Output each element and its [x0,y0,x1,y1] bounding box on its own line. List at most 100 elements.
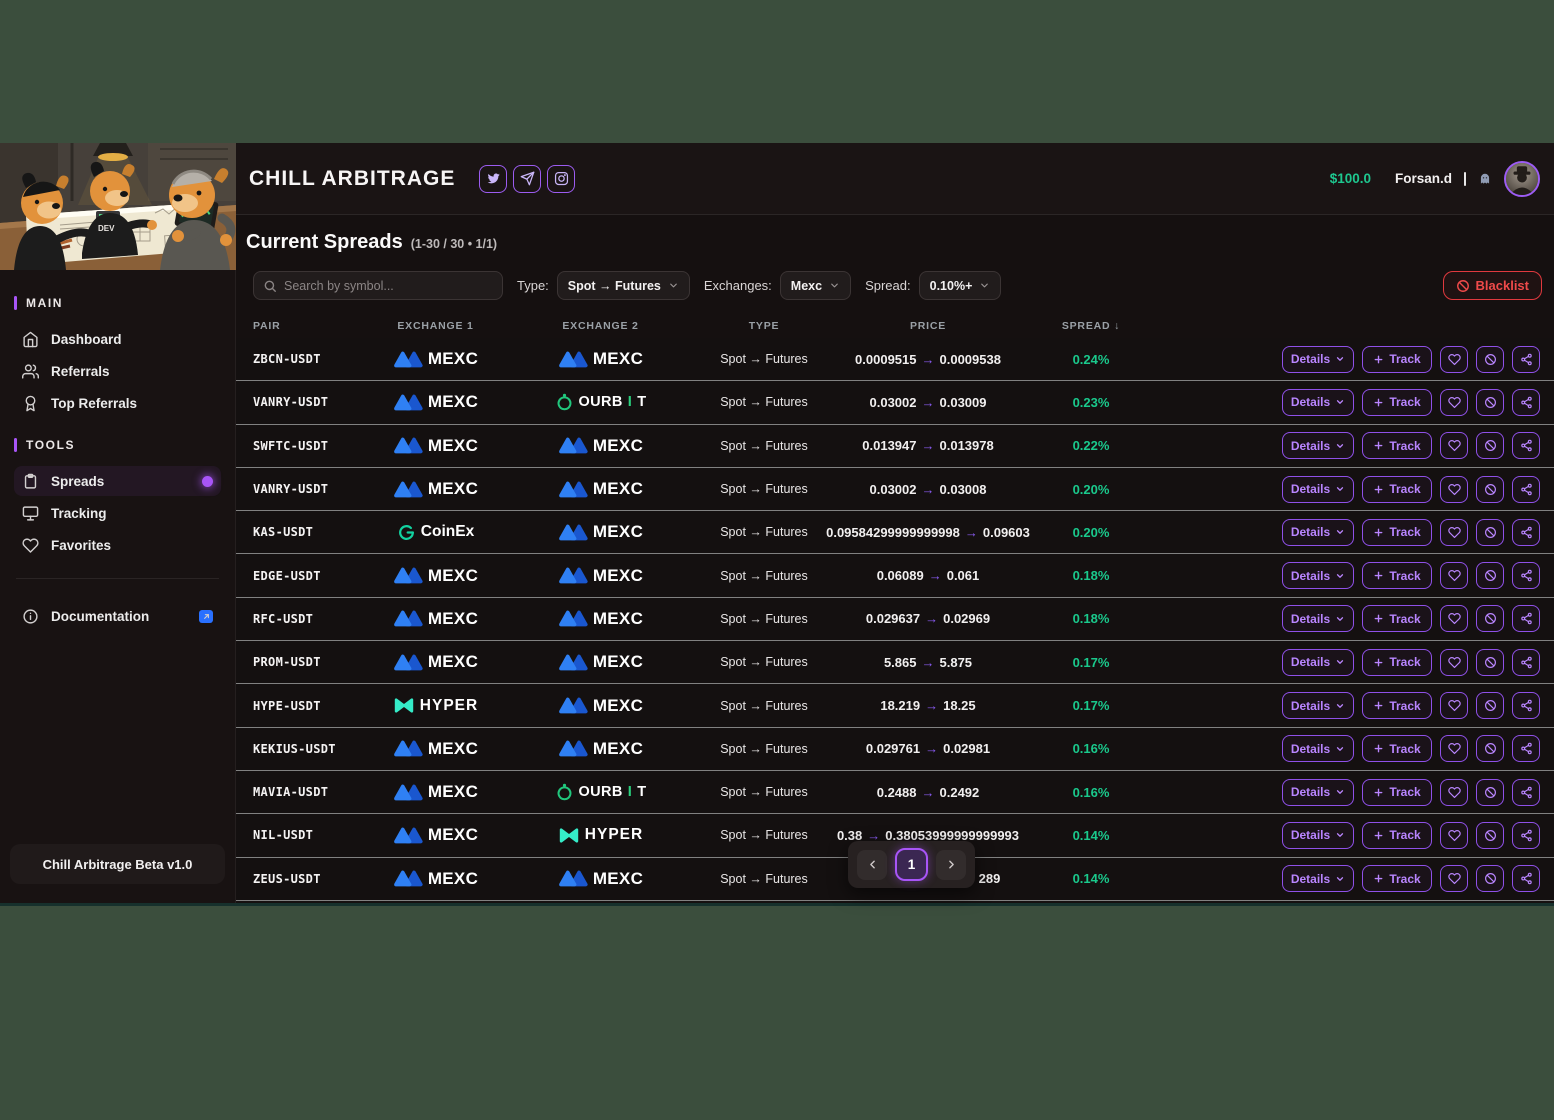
chevron-down-icon [1337,833,1344,838]
details-button[interactable]: Details [1282,605,1354,633]
search-icon [264,280,276,292]
spread-value: 0.24% [1072,351,1110,367]
track-button[interactable]: Track [1362,778,1432,806]
track-button[interactable]: Track [1362,388,1432,416]
next-page-button[interactable] [936,849,966,880]
row-actions: Details Track [1151,735,1554,763]
favorite-button[interactable] [1440,518,1468,546]
share-button[interactable] [1512,345,1540,373]
favorite-button[interactable] [1440,735,1468,763]
share-button[interactable] [1512,388,1540,416]
track-button[interactable]: Track [1362,692,1432,720]
blacklist-row-button[interactable] [1476,388,1504,416]
search-box[interactable] [253,271,503,300]
sidebar-item-referrals[interactable]: Referrals [14,356,221,386]
blacklist-row-button[interactable] [1476,692,1504,720]
track-button[interactable]: Track [1362,562,1432,590]
telegram-button[interactable] [513,164,542,193]
favorite-button[interactable] [1440,562,1468,590]
sidebar-item-top-referrals[interactable]: Top Referrals [14,388,221,418]
blacklist-row-button[interactable] [1476,562,1504,590]
block-icon [1484,570,1496,582]
share-button[interactable] [1512,432,1540,460]
avatar[interactable] [1504,160,1540,197]
mexc-icon [558,351,588,368]
sidebar-item-tracking[interactable]: Tracking [14,498,221,528]
track-button[interactable]: Track [1362,432,1432,460]
share-button[interactable] [1512,562,1540,590]
sidebar-item-spreads[interactable]: Spreads [14,466,221,496]
share-button[interactable] [1512,692,1540,720]
blacklist-row-button[interactable] [1476,735,1504,763]
details-button[interactable]: Details [1282,432,1354,460]
details-button[interactable]: Details [1282,345,1354,373]
section-main-label: MAIN [26,296,64,310]
spread-dropdown[interactable]: 0.10%+ [918,271,1002,300]
share-button[interactable] [1512,865,1540,893]
heart-icon [1447,786,1461,798]
column-spread[interactable]: SPREAD ↓ [1031,320,1151,332]
sidebar-item-documentation[interactable]: Documentation [14,601,221,631]
type-label: Spot → Futures [720,698,808,713]
details-button[interactable]: Details [1282,865,1354,893]
exchanges-dropdown[interactable]: Mexc [779,271,852,300]
blacklist-row-button[interactable] [1476,778,1504,806]
search-input[interactable] [284,278,493,293]
blacklist-row-button[interactable] [1476,518,1504,546]
share-button[interactable] [1512,821,1540,849]
price-from: 0.03002 [869,481,917,497]
details-button[interactable]: Details [1282,475,1354,503]
blacklist-row-button[interactable] [1476,821,1504,849]
favorite-button[interactable] [1440,692,1468,720]
favorite-button[interactable] [1440,432,1468,460]
favorite-button[interactable] [1440,648,1468,676]
share-button[interactable] [1512,605,1540,633]
current-page-button[interactable]: 1 [895,848,928,881]
details-button[interactable]: Details [1282,692,1354,720]
favorite-button[interactable] [1440,821,1468,849]
share-button[interactable] [1512,518,1540,546]
track-button[interactable]: Track [1362,605,1432,633]
favorite-button[interactable] [1440,475,1468,503]
details-button[interactable]: Details [1282,735,1354,763]
spread-dropdown-value: 0.10%+ [929,278,973,293]
track-button[interactable]: Track [1362,821,1432,849]
track-button[interactable]: Track [1362,735,1432,763]
favorite-button[interactable] [1440,605,1468,633]
blacklist-row-button[interactable] [1476,865,1504,893]
track-button[interactable]: Track [1362,648,1432,676]
details-button[interactable]: Details [1282,518,1354,546]
details-button[interactable]: Details [1282,778,1354,806]
type-dropdown[interactable]: Spot → Futures [556,271,690,300]
track-button[interactable]: Track [1362,475,1432,503]
details-button[interactable]: Details [1282,821,1354,849]
previous-page-button[interactable] [857,849,887,880]
blacklist-row-button[interactable] [1476,475,1504,503]
favorite-button[interactable] [1440,865,1468,893]
plus-icon [1374,831,1383,840]
track-button[interactable]: Track [1362,345,1432,373]
details-button[interactable]: Details [1282,648,1354,676]
details-button[interactable]: Details [1282,388,1354,416]
sidebar-item-dashboard[interactable]: Dashboard [14,324,221,354]
track-button[interactable]: Track [1362,865,1432,893]
share-button[interactable] [1512,648,1540,676]
details-button[interactable]: Details [1282,562,1354,590]
sidebar-item-favorites[interactable]: Favorites [14,530,221,560]
instagram-button[interactable] [547,164,576,193]
twitter-button[interactable] [479,164,508,193]
track-button[interactable]: Track [1362,518,1432,546]
share-button[interactable] [1512,735,1540,763]
favorite-button[interactable] [1440,345,1468,373]
share-button[interactable] [1512,778,1540,806]
exchange-logo-hyper: HYPER [558,826,643,844]
blacklist-row-button[interactable] [1476,648,1504,676]
share-button[interactable] [1512,475,1540,503]
blacklist-row-button[interactable] [1476,345,1504,373]
blacklist-row-button[interactable] [1476,605,1504,633]
blacklist-button[interactable]: Blacklist [1442,271,1542,300]
favorite-button[interactable] [1440,388,1468,416]
blacklist-row-button[interactable] [1476,432,1504,460]
favorite-button[interactable] [1440,778,1468,806]
